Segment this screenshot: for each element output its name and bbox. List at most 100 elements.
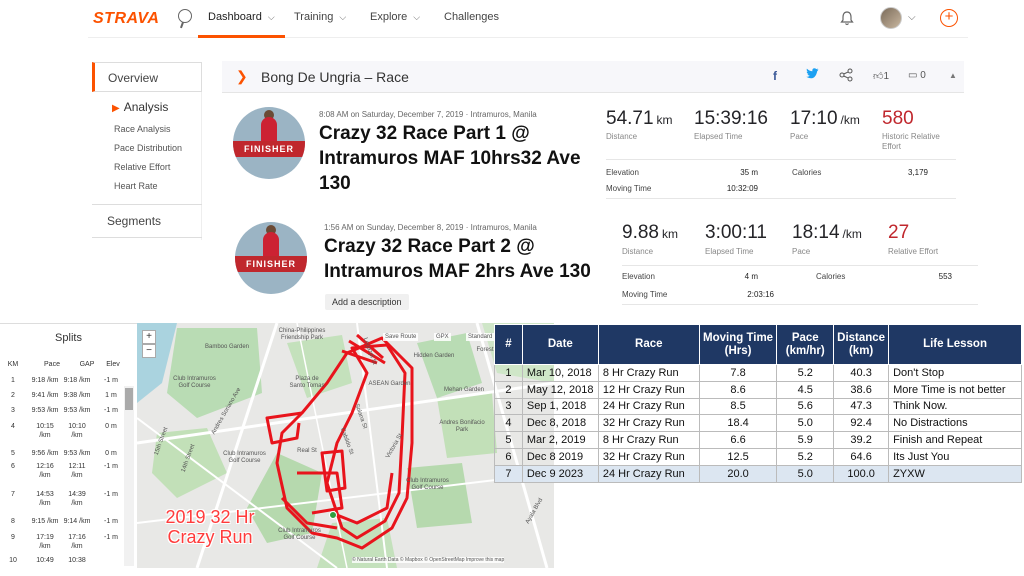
divider [622,265,978,266]
user-avatar[interactable] [880,7,902,29]
nav-training[interactable]: Training ⌵ [294,11,346,23]
col-header-distance: Distance (km) [833,324,890,365]
sidebar-item-race-analysis[interactable]: Race Analysis [114,124,171,134]
gpx-button[interactable]: GPX [434,333,451,341]
map-label: Bamboo Garden [204,344,250,350]
activity-header: ❯ Bong De Ungria – Race f 👍︎1 ▭ 0 ▲ [222,61,964,93]
activity-meta: 8:08 AM on Saturday, December 7, 2019 · … [319,110,537,119]
split-elev: -1 m [104,407,118,414]
activity-title[interactable]: Crazy 32 Race Part 2 @ Intramuros MAF 2h… [324,236,591,282]
cell-moving-time: 12.5 [698,447,778,466]
pace-number: 18:14 [792,222,840,243]
cell-life-lesson: ZYXW [888,464,1022,483]
cell-number: 4 [494,414,523,433]
sidebar-item-segments[interactable]: Segments [92,204,202,238]
col-header-number: # [494,324,523,365]
col-header-date: Date [521,324,599,365]
comments-button[interactable]: ▭ 0 [908,70,926,81]
splits-title: Splits [55,332,82,344]
col-header-pace: Pace (km/hr) [776,324,835,365]
nav-active-indicator [198,35,285,38]
cell-pace: 5.2 [776,447,835,466]
split-pace: 17:19 /km [36,534,54,550]
table-row: 1 Mar 10, 2018 8 Hr Crazy Run 7.8 5.2 40.3 Don… [494,364,1022,382]
zoom-out-button[interactable]: − [142,344,156,358]
route-line [265,333,414,550]
table-row: 5 Mar 2, 2019 8 Hr Crazy Run 6.6 5.9 39.2 Fini… [494,431,1022,449]
sidebar-item-overview[interactable]: Overview [92,62,202,92]
chevron-down-icon[interactable]: ⌵ [908,12,916,23]
route-map[interactable]: + − Save Route GPX Standard China-Philip… [137,323,554,568]
activity-card: FINISHER 1:56 AM on Sunday, December 8, … [222,206,982,322]
split-gap: 9:14 /km [63,518,91,525]
nav-challenges[interactable]: Challenges [444,11,499,23]
bell-icon[interactable] [840,11,854,29]
kudos-button[interactable]: 👍︎1 [873,70,889,82]
thumbs-up-icon: 👍︎ [873,71,884,82]
comment-icon: ▭ [908,70,918,81]
cell-life-lesson: Finish and Repeat [888,431,1022,449]
split-elev: 0 m [105,423,117,430]
distance-number: 54.71 [606,108,654,129]
save-route-button[interactable]: Save Route [383,333,419,341]
split-pace: 10:15 /km [36,423,54,439]
split-km: 10 [9,557,17,564]
map-label: China-Philippines Friendship Park [278,328,326,341]
cell-date: Mar 2, 2019 [521,431,599,449]
map-style-button[interactable]: Standard [466,333,495,341]
distance-unit: km [661,227,678,241]
moving-time-label: Moving Time [606,184,652,193]
cell-date: Dec 8 2019 [521,447,599,466]
splits-header-elev: Elev [106,361,120,368]
sidebar-item-relative-effort[interactable]: Relative Effort [114,162,171,172]
activity-title[interactable]: Crazy 32 Race Part 1 @ Intramuros MAF 10… [319,123,581,194]
sidebar-item-pace-distribution[interactable]: Pace Distribution [114,143,183,153]
col-header-life-lesson: Life Lesson [888,324,1022,365]
splits-scroll-thumb[interactable] [125,388,133,410]
distance-unit: km [656,113,673,127]
relative-effort-value[interactable]: 580 [882,108,914,129]
race-history-table: # Date Race Moving Time (Hrs) Pace (km/h… [494,324,1022,483]
map-label: Mehan Garden [443,387,485,393]
splits-scrollbar[interactable] [124,386,134,566]
split-pace: 10:49 [36,557,54,564]
split-km: 5 [11,450,15,457]
calories-label: Calories [816,272,846,281]
nav-explore[interactable]: Explore ⌵ [370,11,420,23]
map-attribution[interactable]: © Natural Earth Data © Mapbox © OpenStre… [352,557,505,563]
activity-type-icon: ❯ [236,68,248,84]
strava-logo[interactable]: STRAVA [93,10,160,27]
map-label: ASEAN Garden [368,381,411,387]
chevron-up-icon[interactable]: ▲ [949,71,957,80]
nav-dashboard[interactable]: Dashboard ⌵ [208,11,275,23]
sidebar-item-analysis[interactable]: ▶ Analysis [112,100,168,114]
add-activity-button[interactable]: + [940,9,958,27]
add-description-button[interactable]: Add a description [325,294,409,310]
calories-value: 3,179 [907,168,928,177]
split-gap: 9:53 /km [63,407,91,414]
search-icon[interactable] [178,9,192,23]
race-table-body: 1 Mar 10, 2018 8 Hr Crazy Run 7.8 5.2 40.3 Don… [494,364,1022,483]
cell-life-lesson: Don't Stop [888,364,1022,382]
facebook-icon[interactable]: f [773,69,777,83]
athlete-avatar[interactable]: FINISHER [233,107,305,179]
zoom-in-button[interactable]: + [142,330,156,344]
calories-label: Calories [792,168,822,177]
divider [622,304,978,305]
sidebar-item-heart-rate[interactable]: Heart Rate [114,181,158,191]
map-label: Club Intramuros Golf Course [223,451,266,464]
relative-effort-value[interactable]: 27 [888,222,910,243]
cell-race: 32 Hr Crazy Run [597,447,700,466]
athlete-avatar[interactable]: FINISHER [235,222,307,294]
split-km: 3 [11,407,15,414]
col-header-race: Race [597,324,700,365]
split-elev: -1 m [104,491,118,498]
share-icon[interactable] [839,68,853,85]
elevation-value: 35 m [740,168,758,177]
finisher-banner: FINISHER [235,256,307,272]
twitter-icon[interactable] [806,68,819,82]
cell-life-lesson: No Distractions [888,414,1022,433]
cell-life-lesson: More Time is not better [888,380,1022,399]
nav-training-label: Training [294,11,334,23]
cell-distance: 38.6 [833,380,890,399]
